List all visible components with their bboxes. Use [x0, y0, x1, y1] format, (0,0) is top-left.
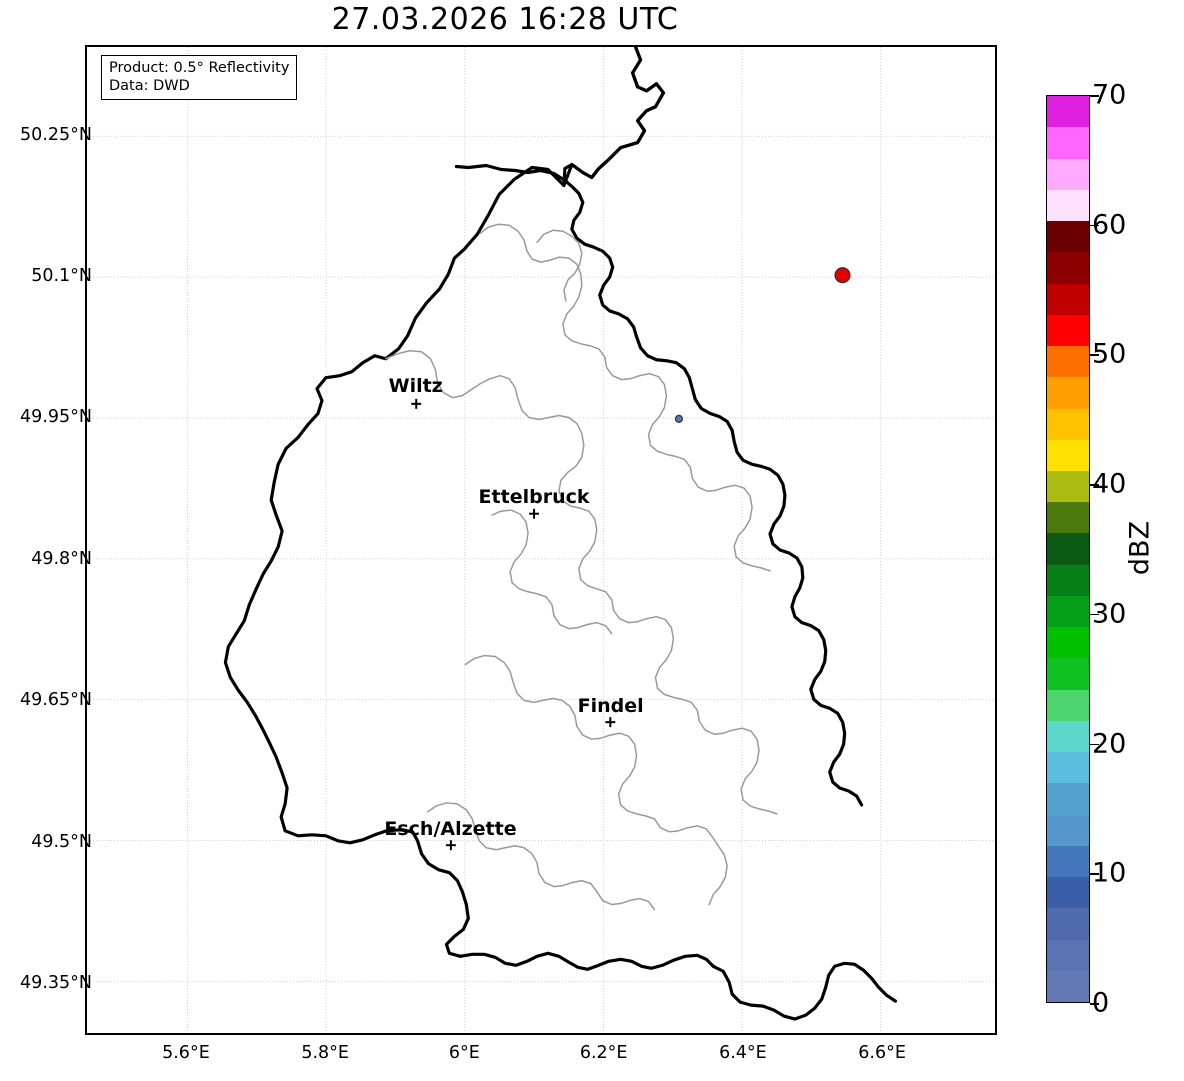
y-tick-label: 50.25°N [20, 124, 92, 145]
colorbar-tick-label: 50 [1092, 338, 1127, 370]
national-borders [223, 47, 898, 1021]
data-source-label: Data: DWD [109, 78, 190, 95]
radar-echo [834, 267, 851, 284]
city-label-wiltz: Wiltz [388, 375, 443, 398]
city-marker [605, 717, 616, 728]
radar-echo-layer [674, 267, 851, 423]
colorbar-band [1047, 877, 1089, 909]
x-tick-label: 5.8°E [301, 1043, 349, 1063]
y-tick-label: 49.8°N [31, 548, 92, 569]
colorbar-band [1047, 783, 1089, 815]
city-marker [445, 840, 456, 851]
colorbar-band [1047, 502, 1089, 534]
product-label: Product: 0.5° Reflectivity [109, 60, 290, 76]
x-tick-label: 6°E [448, 1043, 480, 1063]
product-info-box: Product: 0.5° Reflectivity Data: DWD [101, 55, 298, 101]
y-tick-label: 49.95°N [20, 407, 92, 428]
colorbar-tick-label: 30 [1092, 598, 1127, 630]
city-label-findel: Findel [577, 694, 644, 717]
map-canvas [87, 47, 995, 1033]
colorbar-band [1047, 627, 1089, 659]
colorbar-band [1047, 408, 1089, 440]
luxembourg-border [454, 47, 864, 807]
colorbar-band [1047, 283, 1089, 315]
colorbar-band [1047, 564, 1089, 596]
colorbar-band [1047, 908, 1089, 940]
colorbar-tick-label: 0 [1092, 987, 1110, 1019]
colorbar-tick-label: 60 [1092, 209, 1127, 241]
colorbar-tick-mark [1090, 224, 1099, 227]
colorbar-tick-mark [1090, 484, 1099, 486]
district-boundaries [384, 223, 778, 911]
city-marker [411, 398, 422, 409]
colorbar-tick-label: 70 [1092, 79, 1127, 111]
colorbar-band [1047, 314, 1089, 347]
x-tick-label: 6.6°E [858, 1043, 906, 1063]
x-tick-label: 6.2°E [579, 1043, 628, 1063]
city-label-ettelbruck: Ettelbruck [478, 485, 590, 508]
colorbar-band [1047, 658, 1089, 690]
colorbar-band [1047, 689, 1089, 721]
colorbar-band [1047, 377, 1089, 409]
gridlines [87, 47, 995, 1033]
colorbar-band [1047, 346, 1089, 378]
city-markers [411, 398, 616, 851]
colorbar-tick-label: 10 [1092, 857, 1127, 889]
colorbar-band [1047, 752, 1089, 784]
page-title: 27.03.2026 16:28 UTC [331, 2, 679, 37]
colorbar-band [1047, 439, 1089, 472]
colorbar-tick-mark [1090, 873, 1099, 875]
colorbar-band [1047, 221, 1089, 253]
colorbar-tick-label: 40 [1092, 468, 1127, 500]
city-marker [529, 508, 540, 519]
radar-echo [674, 414, 684, 423]
colorbar-band [1047, 189, 1089, 222]
colorbar-band [1047, 970, 1089, 1002]
colorbar-title: dBZ [1124, 520, 1156, 576]
y-tick-label: 50.1°N [31, 266, 92, 286]
colorbar-tick-mark [1090, 743, 1099, 746]
colorbar[interactable] [1046, 95, 1090, 1003]
colorbar-band [1047, 845, 1089, 878]
colorbar-tick-mark [1090, 354, 1099, 357]
colorbar-band [1047, 533, 1089, 565]
colorbar-tick-label: 20 [1092, 728, 1127, 760]
colorbar-band [1047, 471, 1089, 503]
colorbar-tick-mark [1090, 613, 1099, 616]
x-tick-label: 6.4°E [719, 1043, 767, 1063]
colorbar-band [1047, 252, 1089, 284]
colorbar-tick-mark [1090, 95, 1099, 97]
x-tick-label: 5.6°E [162, 1043, 210, 1063]
y-tick-label: 49.65°N [20, 690, 92, 711]
y-tick-label: 49.35°N [20, 973, 92, 994]
colorbar-band [1047, 939, 1089, 971]
colorbar-band [1047, 158, 1089, 190]
colorbar-tick-mark [1090, 1003, 1099, 1005]
colorbar-band [1047, 595, 1089, 628]
y-tick-label: 49.5°N [31, 831, 92, 852]
colorbar-band [1047, 720, 1089, 753]
city-label-esch-alzette: Esch/Alzette [384, 818, 517, 841]
radar-map-plot: Product: 0.5° Reflectivity Data: DWD [85, 45, 997, 1035]
colorbar-band [1047, 96, 1089, 128]
colorbar-band [1047, 814, 1089, 846]
colorbar-band [1047, 127, 1089, 159]
